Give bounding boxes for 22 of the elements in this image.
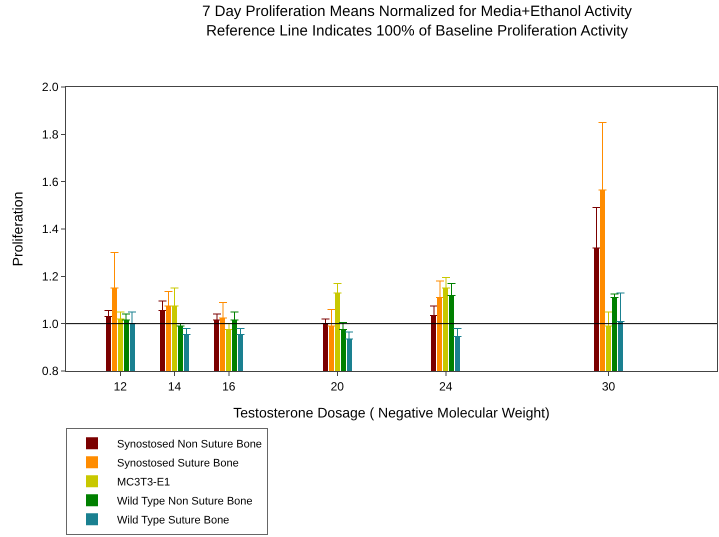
x-tick-label: 16 (222, 379, 236, 394)
y-tick-label: 0.8 (42, 364, 59, 378)
chart-title: 7 Day Proliferation Means Normalized for Media+Ethanol Activity (202, 3, 632, 20)
x-tick-label: 24 (439, 379, 453, 394)
legend-label: Synostosed Suture Bone (117, 458, 239, 470)
y-tick-label: 1.2 (42, 270, 59, 284)
legend-label: Wild Type Non Suture Bone (117, 496, 253, 508)
y-axis-title: Proliferation (10, 192, 26, 266)
y-tick-label: 1.6 (42, 174, 59, 189)
legend-label: Wild Type Suture Bone (117, 514, 230, 527)
y-tick-label: 1.0 (42, 316, 59, 331)
chart-subtitle: Reference Line Indicates 100% of Baseline Proliferation Activity (206, 22, 628, 40)
y-tick-label: 1.8 (42, 128, 59, 142)
y-tick-label: 1.4 (42, 222, 59, 236)
x-tick-label: 14 (168, 379, 182, 394)
legend-label: Synostosed Non Suture Bone (117, 438, 262, 451)
x-tick-label: 12 (114, 379, 128, 394)
legend-label: MC3T3-E1 (117, 476, 170, 489)
x-tick-label: 30 (602, 379, 616, 394)
x-tick-label: 20 (330, 379, 344, 394)
y-tick-label: 2.0 (42, 80, 59, 94)
x-axis-title: Testosterone Dosage ( Negative Molecular Weight) (233, 404, 550, 421)
